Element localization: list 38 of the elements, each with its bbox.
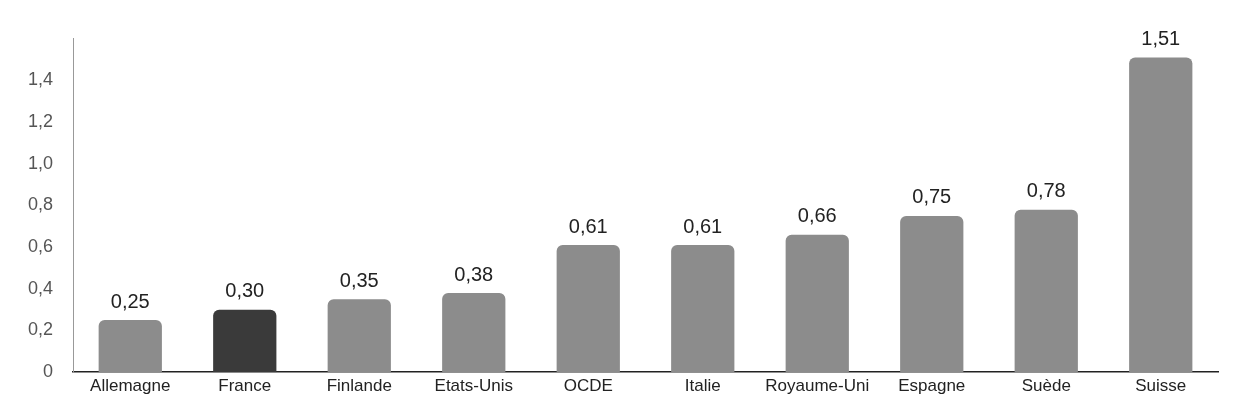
- bar: [1129, 57, 1193, 373]
- x-tick-label: Royaume-Uni: [765, 376, 870, 396]
- data-label: 0,30: [225, 279, 265, 302]
- bar: [556, 245, 620, 373]
- bar: [785, 234, 849, 373]
- data-label: 0,75: [912, 185, 952, 208]
- bar: [98, 320, 162, 373]
- y-tick-label: 0,6: [27, 236, 54, 257]
- data-label: 0,35: [339, 268, 379, 291]
- data-label: 0,66: [797, 204, 837, 227]
- bar: [1014, 209, 1078, 373]
- data-label: 0,38: [454, 262, 494, 285]
- bar: [213, 309, 277, 373]
- data-label: 1,51: [1141, 27, 1181, 50]
- y-tick-label: 1,2: [27, 111, 54, 132]
- x-tick-label: Etats-Unis: [434, 376, 513, 396]
- data-label: 0,61: [683, 214, 723, 237]
- bar: [442, 293, 506, 373]
- x-tick-label: Finlande: [326, 376, 392, 396]
- x-tick-label: Italie: [684, 376, 721, 396]
- data-label: 0,78: [1026, 179, 1066, 202]
- x-tick-label: OCDE: [563, 376, 613, 396]
- y-tick-label: 1,0: [27, 152, 54, 173]
- x-tick-label: Suède: [1021, 376, 1071, 396]
- x-tick-label: Suisse: [1135, 376, 1187, 396]
- data-label: 0,25: [110, 289, 150, 312]
- y-tick-label: 0: [43, 361, 54, 382]
- bar: [900, 215, 964, 373]
- y-tick-label: 0,4: [27, 277, 54, 298]
- y-tick-label: 0,8: [27, 194, 54, 215]
- bar: [671, 245, 735, 373]
- x-tick-label: France: [218, 376, 272, 396]
- y-tick-label: 0,2: [27, 319, 54, 340]
- x-tick-label: Espagne: [898, 376, 966, 396]
- data-label: 0,61: [568, 214, 608, 237]
- y-tick-label: 1,4: [27, 69, 54, 90]
- x-tick-label: Allemagne: [90, 376, 171, 396]
- bar: [327, 299, 391, 373]
